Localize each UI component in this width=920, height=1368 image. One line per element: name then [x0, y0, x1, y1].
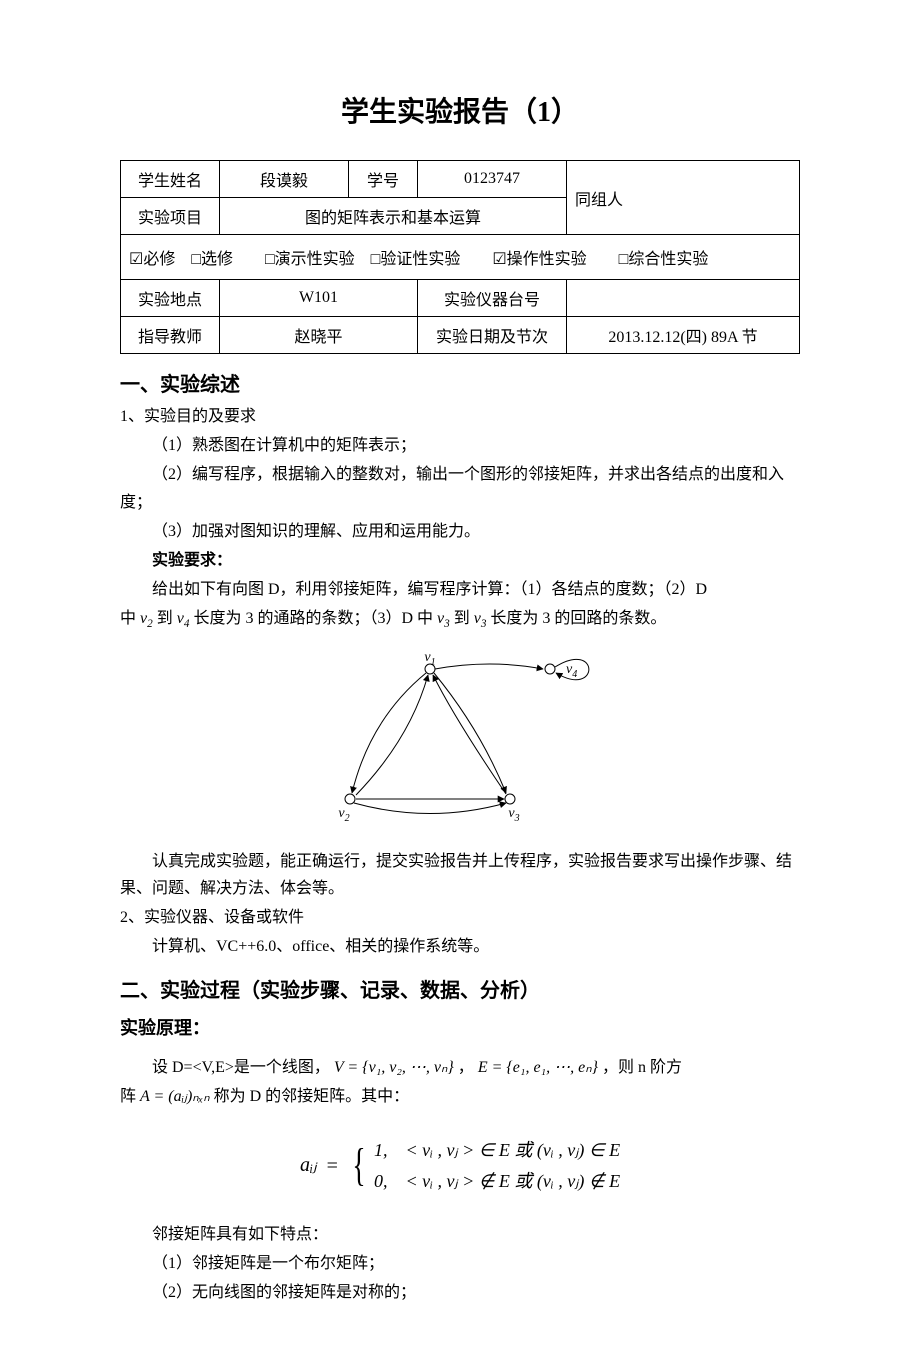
formula-row1: 1, < vᵢ , vⱼ > ∈ E 或 (vᵢ , vⱼ) ∈ E: [374, 1135, 620, 1166]
cell-group: 同组人: [567, 161, 800, 235]
cell-course-type: ☑必修 □选修 □演示性实验 □验证性实验 ☑操作性实验 □综合性实验: [121, 235, 800, 280]
A-expr: A = (aᵢⱼ)ₙₓₙ: [140, 1088, 210, 1105]
cell-loc-value: W101: [220, 280, 418, 317]
sec1-p6: 计算机、VC++6.0、office、相关的操作系统等。: [120, 933, 800, 960]
prop1: （1）邻接矩阵是一个布尔矩阵；: [120, 1250, 800, 1277]
prop2: （2）无向线图的邻接矩阵是对称的；: [120, 1279, 800, 1306]
sec1-after1: 认真完成实验题，能正确运行，提交实验报告并上传程序，实验报告要求写出操作步骤、结…: [120, 848, 800, 902]
sec2-p1: 设 D=<V,E>是一个线图， V = {v₁, v₂, ⋯, vₙ} ， E …: [120, 1054, 800, 1081]
t: 长度为 3 的通路的条数；（3）D 中: [193, 610, 433, 627]
var-v3a: v3: [437, 610, 450, 627]
t: 到: [157, 610, 173, 627]
sec2-p2: 阵 A = (aᵢⱼ)ₙₓₙ 称为 D 的邻接矩阵。其中：: [120, 1083, 800, 1110]
cell-date-value: 2013.12.12(四) 89A 节: [567, 317, 800, 354]
section-2-heading: 二、实验过程（实验步骤、记录、数据、分析）: [120, 974, 800, 1003]
sec1-p1: 1、实验目的及要求: [120, 403, 800, 430]
t: 长度为 3 的回路的条数。: [490, 610, 666, 627]
svg-text:v3: v3: [508, 806, 519, 824]
svg-text:v2: v2: [338, 806, 349, 824]
cell-teacher-value: 赵晓平: [220, 317, 418, 354]
piecewise-formula: aᵢⱼ = { 1, < vᵢ , vⱼ > ∈ E 或 (vᵢ , vⱼ) ∈…: [120, 1126, 800, 1204]
V-expr: V = {v₁, v₂, ⋯, vₙ}: [334, 1059, 454, 1076]
props-intro: 邻接矩阵具有如下特点：: [120, 1221, 800, 1248]
sec1-p2: （1）熟悉图在计算机中的矩阵表示；: [120, 432, 800, 459]
cell-name-value: 段谟毅: [220, 161, 349, 198]
cell-equip-value: [567, 280, 800, 317]
cell-id-value: 0123747: [418, 161, 567, 198]
sec1-req-line2: 中 v2 到 v4 长度为 3 的通路的条数；（3）D 中 v3 到 v3 长度…: [120, 605, 800, 634]
sec1-req-label: 实验要求：: [120, 547, 800, 574]
cell-id-label: 学号: [349, 161, 418, 198]
var-v3b: v3: [474, 610, 487, 627]
section-1-heading: 一、实验综述: [120, 368, 800, 397]
sec1-p4: （3）加强对图知识的理解、应用和运用能力。: [120, 518, 800, 545]
t: 中: [120, 610, 136, 627]
cell-loc-label: 实验地点: [121, 280, 220, 317]
var-v2: v2: [140, 610, 153, 627]
sec1-p5: 2、实验仪器、设备或软件: [120, 904, 800, 931]
graph-diagram: v1 v2 v3 v4: [120, 649, 800, 838]
var-v4: v4: [177, 610, 190, 627]
info-table: 学生姓名 段谟毅 学号 0123747 同组人 实验项目 图的矩阵表示和基本运算…: [120, 160, 800, 354]
E-expr: E = {e₁, e₁, ⋯, eₙ}: [478, 1059, 598, 1076]
formula-row2: 0, < vᵢ , vⱼ > ∉ E 或 (vᵢ , vⱼ) ∉ E: [374, 1166, 620, 1197]
cell-teacher-label: 指导教师: [121, 317, 220, 354]
page-title: 学生实验报告（1）: [120, 90, 800, 130]
sec1-p3: （2）编写程序，根据输入的整数对，输出一个图形的邻接矩阵，并求出各结点的出度和入…: [120, 466, 784, 510]
t: 到: [454, 610, 470, 627]
cell-date-label: 实验日期及节次: [418, 317, 567, 354]
cell-equip-label: 实验仪器台号: [418, 280, 567, 317]
sec1-req-line1: 给出如下有向图 D，利用邻接矩阵，编写程序计算：（1）各结点的度数；（2）D: [120, 576, 800, 603]
cell-name-label: 学生姓名: [121, 161, 220, 198]
sec2-sub: 实验原理：: [120, 1013, 800, 1044]
cell-project-value: 图的矩阵表示和基本运算: [220, 198, 567, 235]
cell-project-label: 实验项目: [121, 198, 220, 235]
svg-text:v4: v4: [566, 662, 577, 680]
